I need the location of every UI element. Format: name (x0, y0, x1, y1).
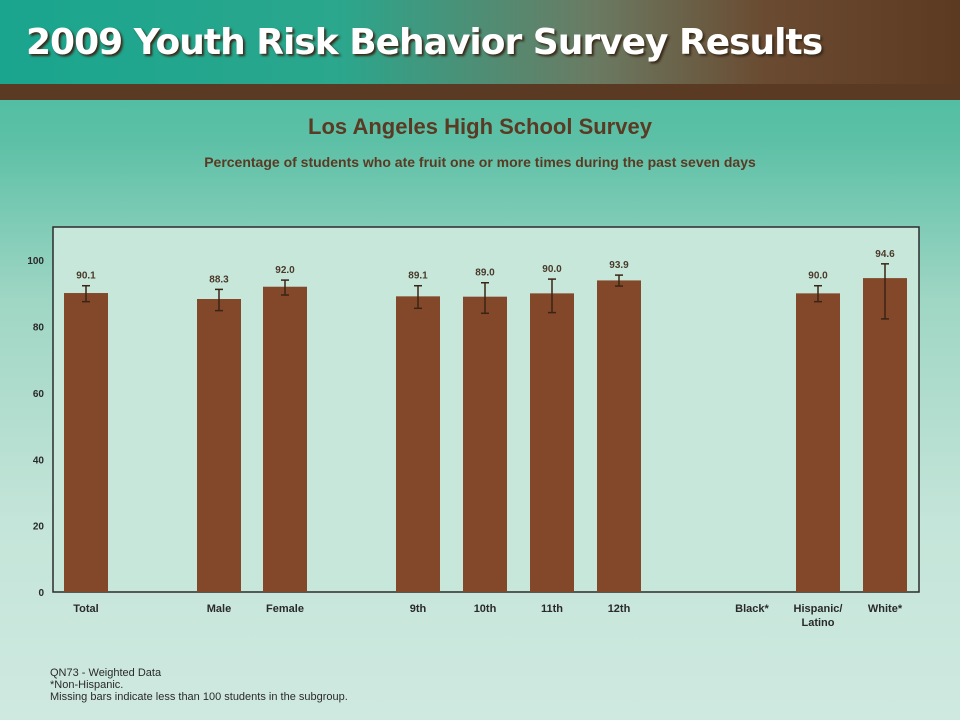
x-tick-label-line: Latino (802, 617, 835, 629)
bar (597, 280, 641, 592)
y-tick-label: 80 (33, 323, 45, 334)
data-label: 90.0 (808, 271, 828, 282)
x-tick-label: 9th (410, 603, 427, 615)
x-tick-label-line: Black* (735, 603, 769, 615)
x-tick-label-line: Hispanic/ (794, 603, 843, 615)
footnote-non-hispanic: *Non-Hispanic. (50, 679, 124, 691)
data-label: 88.3 (209, 274, 229, 285)
chart-title: Los Angeles High School Survey (308, 114, 652, 139)
x-tick-label-line: Total (73, 603, 98, 615)
data-label: 89.0 (475, 268, 495, 279)
bar (197, 299, 241, 592)
x-tick-label: Total (73, 603, 98, 615)
data-label: 89.1 (408, 271, 428, 282)
x-tick-label-line: White* (868, 603, 903, 615)
y-tick-label: 60 (33, 389, 45, 400)
bar (263, 286, 307, 592)
x-tick-label-line: Male (207, 603, 231, 615)
banner-strip (0, 84, 960, 100)
banner (0, 0, 960, 88)
bar (463, 296, 507, 592)
bar (530, 293, 574, 592)
banner-title: 2009 Youth Risk Behavior Survey Results (26, 22, 823, 63)
x-tick-label-line: Female (266, 603, 304, 615)
chart-subtitle: Percentage of students who ate fruit one… (204, 154, 756, 170)
x-tick-label-line: 10th (474, 603, 497, 615)
x-tick-label: 10th (474, 603, 497, 615)
data-label: 94.6 (875, 249, 895, 260)
footnote-missing-bars: Missing bars indicate less than 100 stud… (50, 691, 348, 703)
bar (64, 293, 108, 592)
y-tick-label: 20 (33, 522, 45, 533)
x-tick-label-line: 11th (541, 603, 563, 615)
data-label: 93.9 (609, 260, 629, 271)
x-tick-label: Female (266, 603, 304, 615)
bar (863, 278, 907, 592)
x-tick-label-line: 12th (608, 603, 631, 615)
x-tick-label: 12th (608, 603, 631, 615)
x-tick-label: 11th (541, 603, 563, 615)
x-tick-label: Male (207, 603, 231, 615)
footnotes: QN73 - Weighted Data *Non-Hispanic. Miss… (50, 667, 348, 703)
data-label: 90.1 (76, 271, 96, 282)
x-tick-label: White* (868, 603, 903, 615)
y-tick-label: 40 (33, 455, 45, 466)
footnote-question: QN73 - Weighted Data (50, 667, 162, 679)
bar (396, 296, 440, 592)
data-label: 92.0 (275, 265, 295, 276)
y-tick-label: 0 (38, 588, 44, 599)
x-tick-label: Black* (735, 603, 769, 615)
x-tick-label: Hispanic/Latino (794, 603, 843, 629)
x-tick-label-line: 9th (410, 603, 427, 615)
y-tick-label: 100 (27, 256, 44, 267)
data-label: 90.0 (542, 264, 562, 275)
bar (796, 293, 840, 592)
